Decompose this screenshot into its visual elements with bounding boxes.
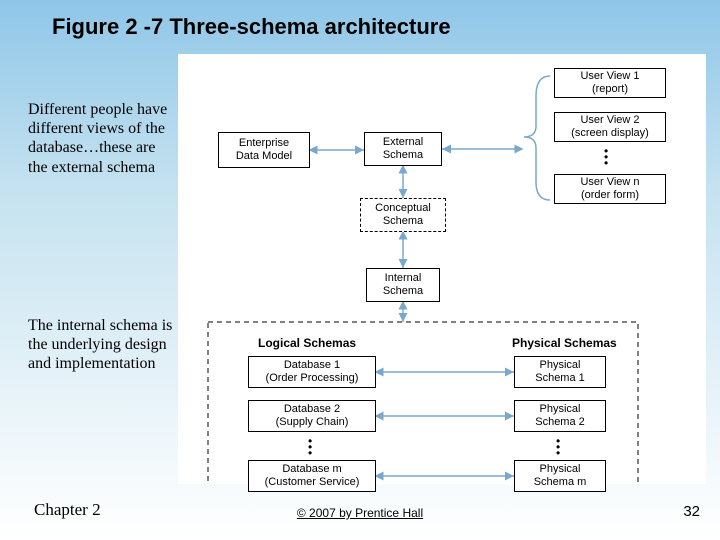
label-logical-schemas: Logical Schemas [258,336,356,350]
label-physical-schemas: Physical Schemas [512,336,617,350]
footer-chapter: Chapter 2 [34,500,101,520]
node-user-view-2: User View 2 (screen display) [554,112,666,142]
node-label: Physical [540,403,581,416]
node-label: Schema 2 [535,416,585,429]
node-database-m: Database m (Customer Service) [248,460,376,492]
node-label: Schema m [534,476,587,489]
node-internal-schema: Internal Schema [366,268,440,302]
node-label: (order form) [581,189,639,202]
footer-copyright: © 2007 by Prentice Hall [297,506,423,520]
node-label: Internal [385,272,422,285]
node-physical-schema-1: Physical Schema 1 [514,356,606,388]
node-label: (Customer Service) [265,476,360,489]
node-label: Data Model [236,150,292,163]
node-external-schema: External Schema [364,132,442,166]
node-user-view-1: User View 1 (report) [554,68,666,98]
node-label: Database m [282,463,341,476]
sidebar-annotation-bottom: The internal schema is the underlying de… [28,316,178,374]
slide-title: Figure 2 -7 Three-schema architecture [0,0,720,40]
node-label: Database 1 [284,359,340,372]
vdots-icon: ••• [604,148,608,166]
node-label: Schema [383,285,423,298]
node-label: Enterprise [239,137,289,150]
node-label: Physical [540,463,581,476]
node-physical-schema-m: Physical Schema m [514,460,606,492]
node-label: User View 1 [580,70,639,83]
node-database-2: Database 2 (Supply Chain) [248,400,376,432]
sidebar-annotation-top: Different people have different views of… [28,100,178,177]
node-label: (Order Processing) [266,372,359,385]
node-label: User View n [580,176,639,189]
node-physical-schema-2: Physical Schema 2 [514,400,606,432]
node-label: Physical [540,359,581,372]
node-label: (report) [592,83,628,96]
node-label: Schema [383,215,423,228]
node-label: Schema 1 [535,372,585,385]
node-enterprise-data-model: Enterprise Data Model [218,132,310,168]
node-conceptual-schema: Conceptual Schema [360,198,446,232]
vdots-icon: ••• [556,438,560,456]
node-label: External [383,136,423,149]
footer-page-number: 32 [683,503,700,520]
node-user-view-n: User View n (order form) [554,174,666,204]
node-label: Schema [383,149,423,162]
node-label: Database 2 [284,403,340,416]
node-label: (Supply Chain) [276,416,349,429]
node-label: Conceptual [375,202,431,215]
vdots-icon: ••• [308,438,312,456]
node-label: (screen display) [571,127,649,140]
diagram-canvas: Enterprise Data Model External Schema Co… [178,54,706,484]
node-database-1: Database 1 (Order Processing) [248,356,376,388]
node-label: User View 2 [580,114,639,127]
